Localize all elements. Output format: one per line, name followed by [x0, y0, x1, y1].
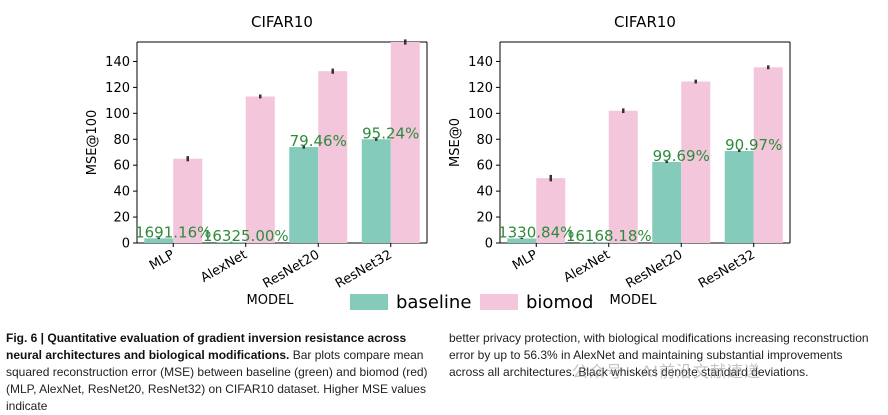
y-axis-label: MSE@100: [85, 110, 100, 176]
x-tick-label: ResNet20: [624, 247, 686, 291]
x-axis-label: MODEL: [247, 293, 295, 308]
bar-baseline: [652, 161, 682, 243]
x-axis-label: MODEL: [610, 293, 658, 308]
x-tick-label: ResNet20: [261, 247, 323, 291]
caption-right: better privacy protection, with biologic…: [449, 330, 879, 381]
bar-baseline: [361, 139, 391, 243]
y-tick-label: 80: [113, 133, 130, 148]
y-tick-label: 40: [476, 185, 493, 200]
caption-left: Fig. 6 | Quantitative evaluation of grad…: [6, 330, 431, 415]
caption-body-right: better privacy protection, with biologic…: [449, 331, 869, 379]
legend-label-baseline: baseline: [396, 292, 471, 313]
y-tick-label: 20: [476, 211, 493, 226]
x-tick-label: MLP: [510, 247, 540, 273]
y-tick-label: 120: [468, 81, 493, 96]
bar-baseline: [579, 242, 609, 243]
bar-baseline: [289, 147, 319, 243]
y-tick-label: 120: [105, 81, 130, 96]
bar-biomod: [608, 110, 638, 243]
bar-baseline: [216, 242, 246, 243]
legend-swatch-baseline: [350, 294, 388, 310]
figure: 0 20 40 60 80 100 120 140 MLP 1691.16% AlexNet 1632…: [85, 13, 791, 313]
x-tick-label: ResNet32: [333, 247, 395, 291]
y-tick-label: 60: [476, 159, 493, 174]
bar-annotation: 1330.84%: [498, 223, 574, 241]
y-tick-label: 20: [113, 211, 130, 226]
watermark: 公众号 · AI前沿文献速递: [572, 362, 761, 381]
bar-annotation: 1691.16%: [135, 223, 211, 241]
bar-annotation: 95.24%: [362, 124, 419, 142]
y-tick-label: 140: [468, 55, 493, 70]
y-tick-label: 100: [105, 107, 130, 122]
y-tick-label: 80: [476, 133, 493, 148]
chart-title: CIFAR10: [251, 13, 313, 31]
y-tick-label: 60: [113, 159, 130, 174]
bar-annotation: 16168.18%: [566, 227, 652, 245]
bar-annotation: 90.97%: [725, 136, 782, 154]
bar-biomod: [318, 71, 348, 243]
y-tick-label: 0: [485, 237, 493, 252]
y-tick-label: 0: [122, 237, 130, 252]
bar-biomod: [245, 96, 275, 244]
bar-baseline: [724, 150, 754, 243]
x-tick-label: ResNet32: [696, 247, 758, 291]
bar-biomod: [390, 42, 420, 243]
bar-biomod: [536, 178, 566, 243]
y-axis-label: MSE@0: [448, 118, 463, 167]
bar-baseline: [144, 238, 174, 243]
legend-swatch-biomod: [480, 294, 518, 310]
legend-label-biomod: biomod: [526, 292, 593, 313]
bar-biomod: [681, 81, 711, 244]
x-tick-label: AlexNet: [561, 247, 612, 285]
x-tick-label: AlexNet: [198, 247, 249, 285]
caption-heading: Fig. 6 | Quantitative evaluation of grad…: [6, 331, 407, 362]
y-tick-label: 140: [105, 55, 130, 70]
chart-figure: 0 20 40 60 80 100 120 140 MLP 1691.16% AlexNet 1632…: [85, 13, 791, 313]
bar-biomod: [753, 67, 783, 243]
y-tick-label: 40: [113, 185, 130, 200]
chart-title: CIFAR10: [614, 13, 676, 31]
y-tick-label: 100: [468, 107, 493, 122]
x-tick-label: MLP: [147, 247, 177, 273]
bar-annotation: 16325.00%: [203, 227, 289, 245]
bar-annotation: 79.46%: [290, 132, 347, 150]
bar-biomod: [173, 158, 203, 243]
bar-baseline: [507, 238, 537, 243]
bar-annotation: 99.69%: [653, 147, 710, 165]
